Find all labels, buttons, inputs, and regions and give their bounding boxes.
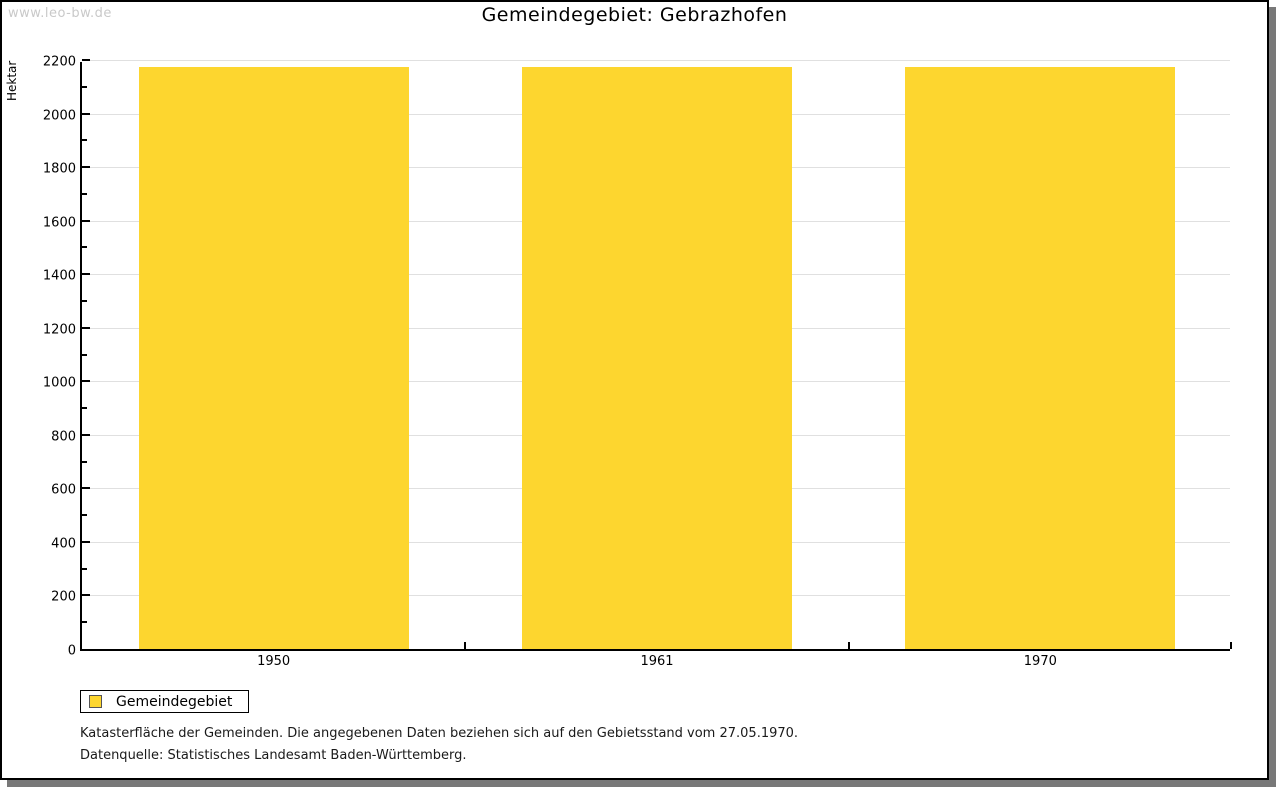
y-tick-label: 1800 xyxy=(42,161,76,177)
x-tick-label: 1961 xyxy=(640,654,674,669)
y-major-tick xyxy=(82,112,90,115)
bar xyxy=(138,66,409,649)
y-tick-label: 800 xyxy=(51,429,76,445)
y-minor-tick xyxy=(82,85,87,88)
bar xyxy=(522,66,792,649)
y-major-tick xyxy=(82,487,90,490)
y-minor-tick xyxy=(82,567,87,570)
y-tick-label: 2000 xyxy=(42,108,76,124)
legend-label: Gemeindegebiet xyxy=(116,693,233,710)
y-tick-label: 0 xyxy=(67,643,76,659)
y-tick-label: 1200 xyxy=(42,322,76,338)
y-major-tick xyxy=(82,59,90,61)
footnote-line-2: Datenquelle: Statistisches Landesamt Bad… xyxy=(80,748,467,763)
x-tick-label: 1950 xyxy=(257,654,291,669)
legend: Gemeindegebiet xyxy=(80,690,250,713)
legend-swatch-icon xyxy=(89,695,102,708)
y-tick-label: 200 xyxy=(51,589,76,605)
y-tick-label: 400 xyxy=(51,536,76,552)
y-tick-label: 600 xyxy=(51,482,76,498)
y-tick-label: 2200 xyxy=(42,54,76,70)
y-minor-tick xyxy=(82,192,87,195)
y-minor-tick xyxy=(82,246,87,249)
y-major-tick xyxy=(82,273,90,276)
y-major-tick xyxy=(82,540,90,543)
y-major-tick xyxy=(82,594,90,597)
chart-panel: www.leo-bw.de Gemeindegebiet: Gebrazhofe… xyxy=(0,0,1269,780)
y-minor-tick xyxy=(82,621,87,624)
y-tick-label: 1400 xyxy=(42,268,76,284)
y-minor-tick xyxy=(82,353,87,356)
chart-title: Gemeindegebiet: Gebrazhofen xyxy=(481,4,788,26)
watermark: www.leo-bw.de xyxy=(8,6,112,21)
y-minor-tick xyxy=(82,139,87,142)
plot-area: 0 200 400 600 800 1000 1200 1400 1600 1800 2000 220… xyxy=(43,55,1232,669)
gridline xyxy=(82,60,1230,61)
y-tick-label: 1600 xyxy=(42,215,76,231)
y-major-tick xyxy=(82,433,90,436)
bar xyxy=(905,66,1176,649)
y-minor-tick xyxy=(82,407,87,410)
y-major-tick xyxy=(82,326,90,329)
x-axis-end-tick xyxy=(1230,642,1232,649)
x-tick-label: 1970 xyxy=(1023,654,1057,669)
x-boundary-tick xyxy=(847,642,850,649)
y-major-tick xyxy=(82,380,90,383)
y-tick-label: 1000 xyxy=(42,375,76,391)
x-boundary-tick xyxy=(464,642,467,649)
y-minor-tick xyxy=(82,460,87,463)
y-minor-tick xyxy=(82,299,87,302)
y-major-tick xyxy=(82,219,90,222)
y-minor-tick xyxy=(82,514,87,517)
y-major-tick xyxy=(82,166,90,169)
footnote-line-1: Katasterfläche der Gemeinden. Die angege… xyxy=(80,726,799,741)
